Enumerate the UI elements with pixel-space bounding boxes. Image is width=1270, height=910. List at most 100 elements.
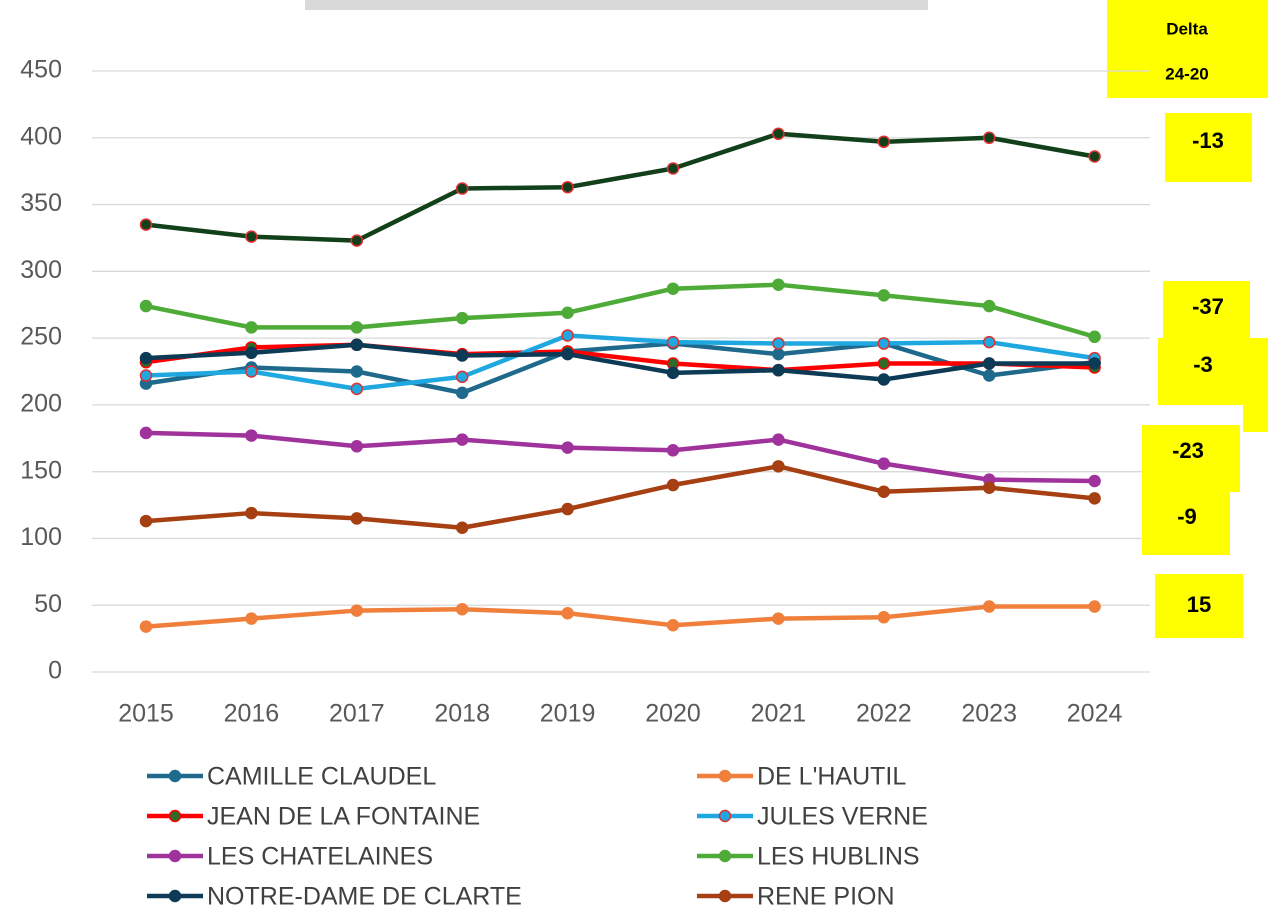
series-line <box>145 430 1095 484</box>
point <box>350 440 364 453</box>
point <box>245 506 258 520</box>
y-tick-label: 150 <box>20 456 62 484</box>
point <box>561 306 574 319</box>
series-line <box>145 342 1095 382</box>
point <box>139 351 153 365</box>
point <box>877 457 891 470</box>
point <box>455 349 469 362</box>
point <box>1088 357 1101 370</box>
x-tick-label: 2016 <box>224 700 280 728</box>
point <box>982 369 996 382</box>
point <box>666 478 680 492</box>
point <box>772 337 785 350</box>
point <box>982 131 996 145</box>
point <box>877 135 891 149</box>
legend-marker <box>168 889 182 903</box>
series-line <box>145 131 1095 243</box>
legend-label: JEAN DE LA FONTAINE <box>207 803 480 831</box>
point <box>350 382 364 396</box>
x-tick-label: 2023 <box>961 700 1017 728</box>
point <box>1088 150 1101 163</box>
series-line <box>145 341 1095 396</box>
point <box>245 365 258 378</box>
point <box>350 512 364 525</box>
delta-label: -9 <box>1177 504 1197 529</box>
point <box>772 278 785 291</box>
point <box>139 299 153 313</box>
legend-marker <box>718 849 732 863</box>
y-tick-label: 0 <box>48 657 62 685</box>
point <box>561 347 574 361</box>
delta-label: 15 <box>1187 592 1211 617</box>
point <box>772 612 785 625</box>
point <box>877 610 891 624</box>
delta-label: -23 <box>1172 438 1204 463</box>
x-tick-label: 2022 <box>856 700 912 728</box>
point <box>877 289 891 302</box>
point <box>982 299 996 313</box>
legend-marker <box>718 889 732 903</box>
x-tick-label: 2019 <box>540 700 596 728</box>
delta-box <box>1142 425 1240 492</box>
point <box>139 369 153 382</box>
y-tick-label: 400 <box>20 122 62 150</box>
point <box>561 329 574 342</box>
point <box>772 127 785 141</box>
delta-header: 24-20 <box>1165 64 1208 83</box>
delta-label: -3 <box>1193 352 1213 377</box>
point <box>666 335 680 349</box>
y-tick-label: 50 <box>34 590 62 618</box>
point <box>561 180 574 194</box>
point <box>455 370 469 384</box>
point <box>982 357 996 370</box>
point <box>561 441 574 454</box>
point <box>877 373 891 386</box>
x-tick-label: 2024 <box>1067 700 1123 728</box>
point <box>455 433 469 446</box>
point <box>455 386 469 400</box>
point <box>245 321 258 334</box>
point <box>877 357 891 370</box>
delta-label: -37 <box>1192 294 1224 319</box>
legend-marker <box>168 809 182 823</box>
point <box>666 282 680 295</box>
point <box>139 218 153 231</box>
delta-box <box>1165 113 1252 182</box>
legend-marker <box>168 849 182 863</box>
point <box>666 162 680 175</box>
legend-label: NOTRE-DAME DE CLARTE <box>207 883 522 910</box>
y-tick-label: 300 <box>20 256 62 284</box>
x-tick-label: 2020 <box>645 700 701 728</box>
legend-marker <box>718 809 732 823</box>
point <box>350 321 364 334</box>
delta-box <box>1107 0 1268 98</box>
point <box>561 606 574 620</box>
point <box>245 612 258 625</box>
point <box>666 366 680 380</box>
point <box>877 337 891 350</box>
delta-box <box>1155 574 1243 638</box>
legend-marker <box>168 769 182 783</box>
point <box>982 481 996 494</box>
point <box>772 433 785 446</box>
delta-box <box>1142 490 1230 555</box>
x-tick-label: 2018 <box>434 700 490 728</box>
point <box>350 338 364 352</box>
point <box>139 620 153 633</box>
point <box>455 521 469 535</box>
point <box>772 347 785 361</box>
series-line <box>145 604 1095 629</box>
point <box>245 429 258 442</box>
delta-label: -13 <box>1192 128 1224 153</box>
point <box>350 365 364 378</box>
point <box>245 230 258 243</box>
series-line <box>145 464 1095 531</box>
legend-label: DE L'HAUTIL <box>757 763 906 791</box>
point <box>1088 492 1101 505</box>
y-tick-label: 450 <box>20 56 62 84</box>
point <box>1088 474 1101 488</box>
legend-label: JULES VERNE <box>757 803 928 831</box>
point <box>139 514 153 528</box>
point <box>982 600 996 613</box>
